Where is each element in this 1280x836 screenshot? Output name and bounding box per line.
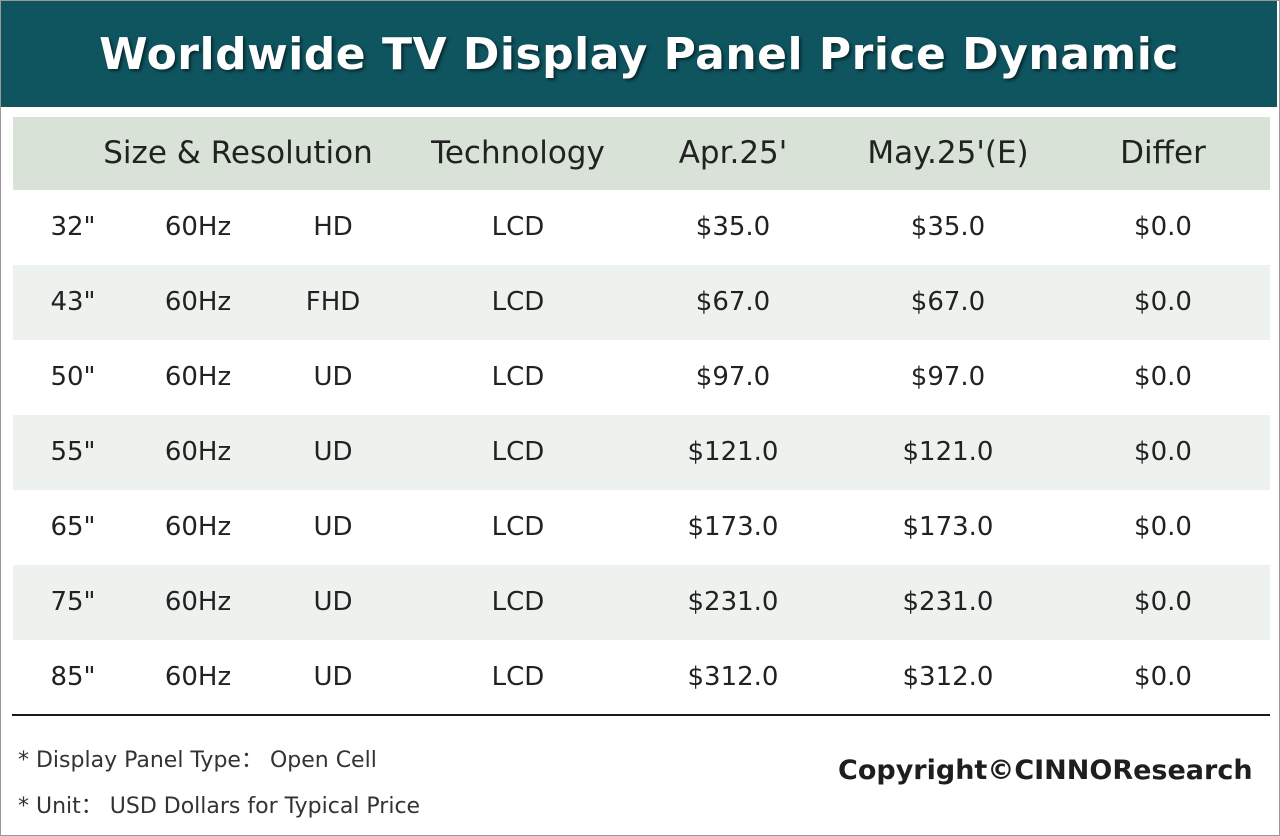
cell-apr-price: $67.0 [695,287,771,317]
bottom-divider [12,714,1270,716]
cell-differ: $0.0 [1134,362,1192,392]
cell-technology: LCD [491,587,545,617]
cell-size: 65" [50,512,96,542]
cell-apr-price: $97.0 [695,362,771,392]
cell-technology: LCD [491,362,545,392]
cell-may-price: $231.0 [902,587,994,617]
cell-may-price: $173.0 [902,512,994,542]
cell-resolution: UD [313,437,353,467]
cell-may-price: $121.0 [902,437,994,467]
page-title: Worldwide TV Display Panel Price Dynamic [99,28,1179,80]
cell-refresh-rate: 60Hz [164,437,232,467]
cell-differ: $0.0 [1134,212,1192,242]
table-row: 32" 60Hz HD LCD $35.0 $35.0 $0.0 [13,190,1270,265]
cell-size: 55" [50,437,96,467]
table-row: 55" 60Hz UD LCD $121.0 $121.0 $0.0 [13,415,1270,490]
header-technology: Technology [431,135,605,171]
header-may: May.25'(E) [867,135,1029,171]
cell-refresh-rate: 60Hz [164,512,232,542]
cell-resolution: HD [313,212,353,242]
cell-technology: LCD [491,662,545,692]
cell-may-price: $35.0 [910,212,986,242]
cell-differ: $0.0 [1134,587,1192,617]
cell-technology: LCD [491,437,545,467]
cell-may-price: $67.0 [910,287,986,317]
cell-differ: $0.0 [1134,437,1192,467]
table-row: 50" 60Hz UD LCD $97.0 $97.0 $0.0 [13,340,1270,415]
cell-technology: LCD [491,287,545,317]
cell-size: 43" [50,287,96,317]
cell-apr-price: $121.0 [687,437,779,467]
cell-differ: $0.0 [1134,512,1192,542]
title-bar: Worldwide TV Display Panel Price Dynamic [1,1,1277,107]
cell-differ: $0.0 [1134,287,1192,317]
cell-may-price: $312.0 [902,662,994,692]
cell-technology: LCD [491,512,545,542]
header-size-resolution: Size & Resolution [103,135,373,171]
note-unit: * Unit： USD Dollars for Typical Price [18,794,421,819]
cell-size: 75" [50,587,96,617]
cell-refresh-rate: 60Hz [164,287,232,317]
table-row: 65" 60Hz UD LCD $173.0 $173.0 $0.0 [13,490,1270,565]
cell-resolution: UD [313,512,353,542]
table-row: 43" 60Hz FHD LCD $67.0 $67.0 $0.0 [13,265,1270,340]
cell-size: 85" [50,662,96,692]
cell-apr-price: $173.0 [687,512,779,542]
cell-technology: LCD [491,212,545,242]
table-row: 85" 60Hz UD LCD $312.0 $312.0 $0.0 [13,640,1270,715]
cell-resolution: UD [313,362,353,392]
cell-resolution: FHD [305,287,361,317]
header-apr: Apr.25' [678,135,788,171]
cell-refresh-rate: 60Hz [164,662,232,692]
cell-size: 32" [50,212,96,242]
note-panel-type: * Display Panel Type： Open Cell [18,748,377,773]
cell-refresh-rate: 60Hz [164,587,232,617]
header-differ: Differ [1120,135,1206,171]
copyright: Copyright©CINNOResearch [838,755,1253,786]
table-header: Size & Resolution Technology Apr.25' May… [13,117,1270,190]
cell-apr-price: $35.0 [695,212,771,242]
cell-apr-price: $312.0 [687,662,779,692]
cell-may-price: $97.0 [910,362,986,392]
cell-refresh-rate: 60Hz [164,212,232,242]
cell-resolution: UD [313,587,353,617]
cell-apr-price: $231.0 [687,587,779,617]
cell-refresh-rate: 60Hz [164,362,232,392]
table-row: 75" 60Hz UD LCD $231.0 $231.0 $0.0 [13,565,1270,640]
cell-size: 50" [50,362,96,392]
cell-differ: $0.0 [1134,662,1192,692]
cell-resolution: UD [313,662,353,692]
